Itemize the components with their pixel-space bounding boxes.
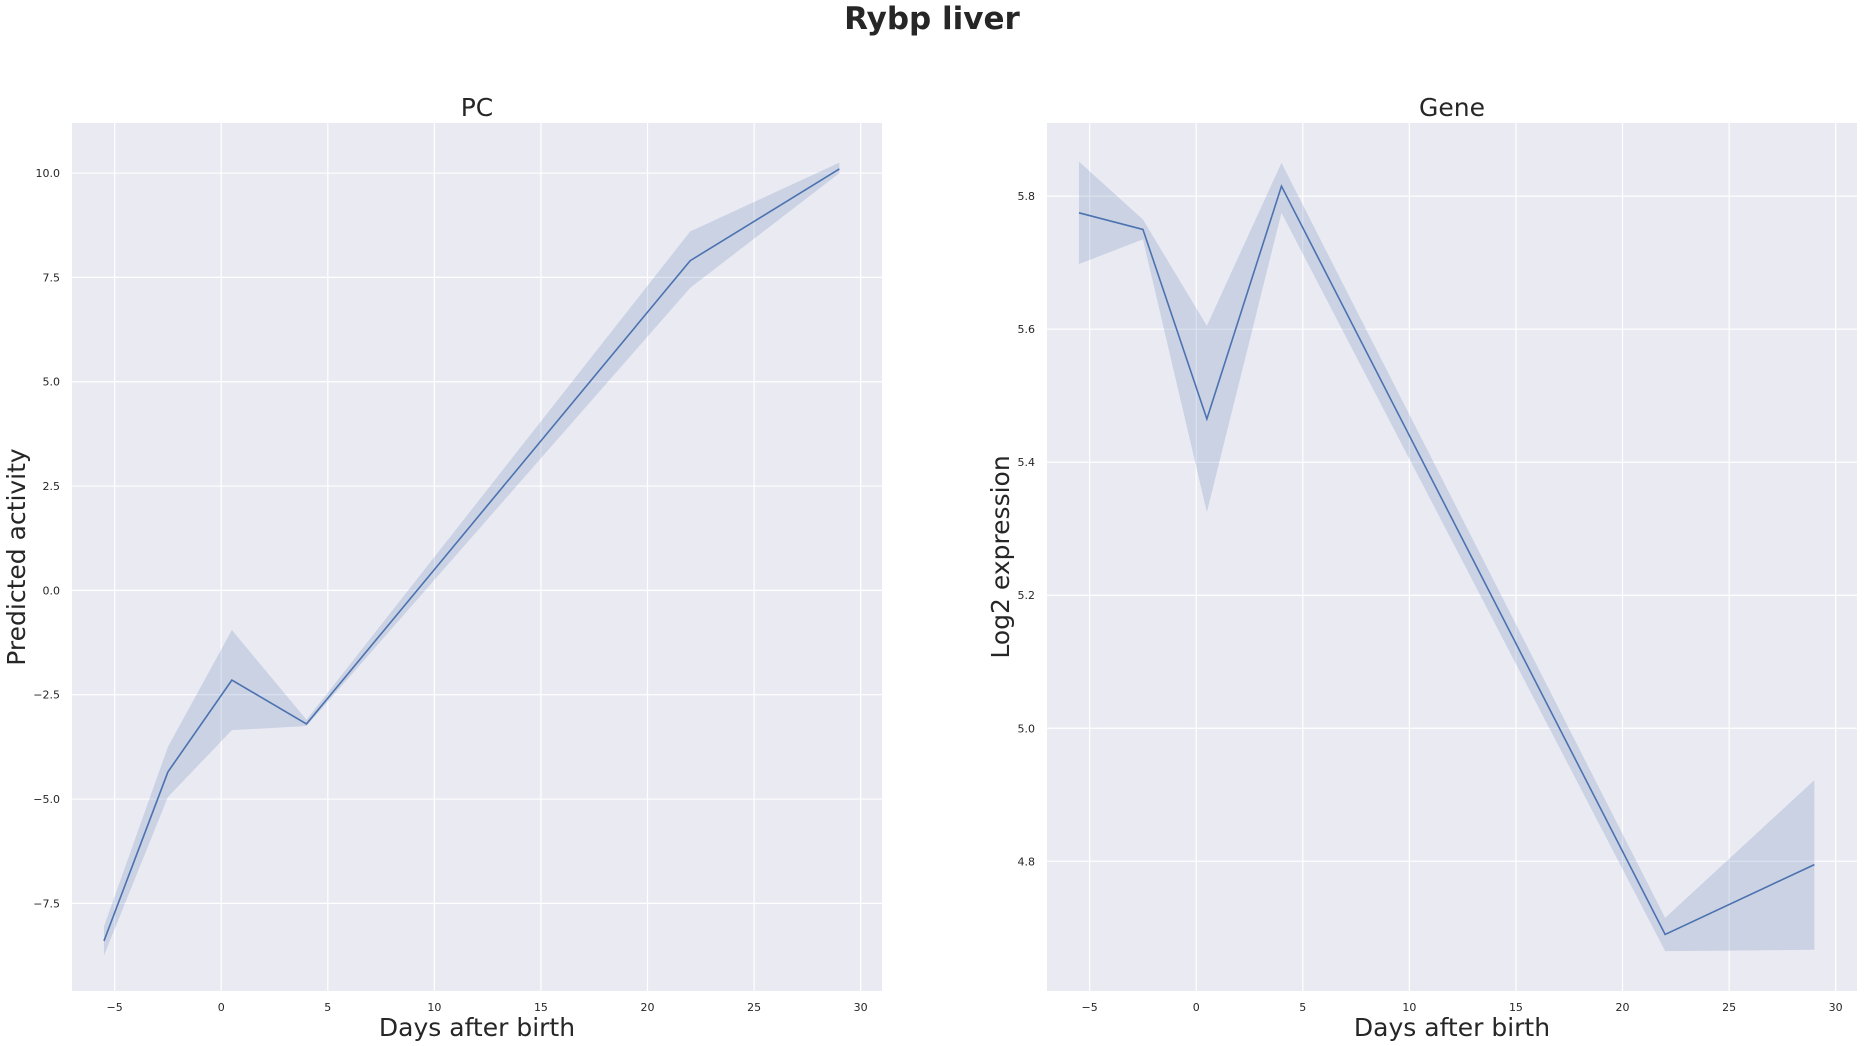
gene-y-tick-label: 5.6 [1018, 323, 1036, 336]
gene-y-axis-label: Log2 expression [986, 455, 1015, 658]
gene-x-tick-label: 30 [1829, 1001, 1843, 1014]
pc-y-tick-label: 10.0 [36, 167, 61, 180]
pc-grid [72, 123, 882, 991]
pc-x-tick-label: 30 [854, 1001, 868, 1014]
pc-axes: −5 0 5 10 15 20 25 30 −7.5 −5.0 −2.5 0.0 2.5 5.0 7.5 1… [2, 93, 882, 1042]
pc-plot-area [72, 123, 882, 991]
pc-x-tick-label: 25 [747, 1001, 761, 1014]
gene-axes: −5 0 5 10 15 20 25 30 4.8 5.0 5.2 5.4 5.6 5.8 Gene D… [986, 93, 1857, 1042]
gene-series-line [1078, 184, 1815, 936]
pc-x-tick-label: 10 [427, 1001, 441, 1014]
pc-line-layer [103, 168, 840, 942]
pc-y-tick-label: 7.5 [43, 271, 61, 284]
gene-x-tick-label: 25 [1722, 1001, 1736, 1014]
pc-x-tick-label: 15 [534, 1001, 548, 1014]
pc-y-tick-label: −5.0 [33, 793, 60, 806]
gene-plot-area [1047, 123, 1857, 991]
pc-x-tick-label: 0 [218, 1001, 225, 1014]
pc-series-line [103, 168, 840, 942]
gene-ci-band-layer [1078, 161, 1815, 952]
gene-y-ticks: 4.8 5.0 5.2 5.4 5.6 5.8 [1018, 190, 1036, 868]
pc-x-axis-label: Days after birth [379, 1013, 575, 1042]
gene-y-tick-label: 5.0 [1018, 722, 1036, 735]
gene-x-tick-label: 20 [1616, 1001, 1630, 1014]
gene-grid [1047, 123, 1857, 991]
figure-title: Rybp liver [844, 1, 1020, 37]
gene-y-tick-label: 4.8 [1018, 855, 1036, 868]
gene-confidence-band [1078, 161, 1815, 952]
pc-x-ticks: −5 0 5 10 15 20 25 30 [107, 1001, 868, 1014]
pc-y-tick-label: 0.0 [43, 584, 61, 597]
pc-y-tick-label: 5.0 [43, 376, 61, 389]
gene-x-ticks: −5 0 5 10 15 20 25 30 [1082, 1001, 1843, 1014]
gene-axes-title: Gene [1419, 93, 1485, 122]
gene-line-layer [1078, 184, 1815, 936]
pc-axes-title: PC [461, 93, 494, 122]
pc-y-ticks: −7.5 −5.0 −2.5 0.0 2.5 5.0 7.5 10.0 [33, 167, 60, 910]
pc-x-tick-label: 20 [641, 1001, 655, 1014]
gene-x-tick-label: 0 [1193, 1001, 1200, 1014]
gene-x-tick-label: 5 [1299, 1001, 1306, 1014]
pc-y-tick-label: −7.5 [33, 897, 60, 910]
pc-x-tick-label: 5 [324, 1001, 331, 1014]
pc-y-axis-label: Predicted activity [2, 448, 31, 666]
pc-x-tick-label: −5 [107, 1001, 123, 1014]
gene-x-tick-label: −5 [1082, 1001, 1098, 1014]
gene-x-tick-label: 10 [1402, 1001, 1416, 1014]
pc-y-tick-label: −2.5 [33, 689, 60, 702]
pc-y-tick-label: 2.5 [43, 480, 61, 493]
gene-y-tick-label: 5.8 [1018, 190, 1036, 203]
gene-x-tick-label: 15 [1509, 1001, 1523, 1014]
gene-y-tick-label: 5.2 [1018, 589, 1036, 602]
gene-y-tick-label: 5.4 [1018, 456, 1036, 469]
gene-x-axis-label: Days after birth [1354, 1013, 1550, 1042]
